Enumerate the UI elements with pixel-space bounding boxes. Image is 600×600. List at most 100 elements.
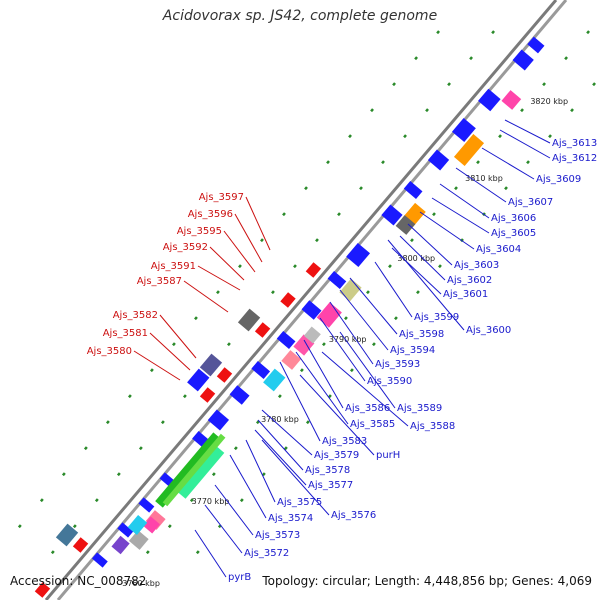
forward-gene xyxy=(512,49,534,71)
reverse-gene xyxy=(305,262,322,278)
label-leader-line xyxy=(321,351,409,427)
tick-dot xyxy=(436,30,441,35)
label-leader-line xyxy=(299,374,375,456)
map-title: Acidovorax sp. JS42, complete genome xyxy=(162,8,438,24)
label-leader-line xyxy=(319,317,366,382)
reverse-gene xyxy=(216,367,233,383)
feature-block xyxy=(303,326,321,344)
forward-gene xyxy=(117,522,134,538)
label-leader-line xyxy=(303,339,344,409)
feature-block-left xyxy=(55,523,79,547)
label-leader-line xyxy=(133,350,181,381)
forward-gene xyxy=(403,181,423,199)
label-leader-line xyxy=(339,289,389,351)
gene-label: Ajs_3585 xyxy=(350,419,395,430)
tick-dot xyxy=(432,212,436,217)
label-leader-line xyxy=(204,504,243,554)
tick-dot xyxy=(105,420,110,425)
gene-cluster-green xyxy=(155,432,221,508)
tick-dot xyxy=(293,264,297,269)
tick-dot xyxy=(94,498,99,503)
kbp-tick-label: 3760 kbp xyxy=(122,579,160,588)
label-leader-line xyxy=(499,129,551,159)
gene-label: Ajs_3590 xyxy=(367,376,412,387)
gene-label: Ajs_3576 xyxy=(331,510,376,521)
label-leader-line xyxy=(399,235,446,281)
label-leader-line xyxy=(407,223,453,266)
tick-dot xyxy=(322,342,326,347)
tick-dot xyxy=(138,446,143,451)
tick-dot xyxy=(359,186,363,191)
tick-dot xyxy=(216,290,220,295)
tick-dot xyxy=(182,394,187,399)
label-leader-line xyxy=(223,230,256,273)
feature-block xyxy=(127,515,148,535)
gene-label: Ajs_3573 xyxy=(255,530,300,541)
tick-dot xyxy=(189,498,194,503)
gene-label: Ajs_3596 xyxy=(188,209,233,220)
tick-dot xyxy=(61,472,66,477)
tick-dot xyxy=(305,420,310,425)
tick-dot xyxy=(194,316,198,321)
label-leader-line xyxy=(339,331,396,409)
gene-label: Ajs_3581 xyxy=(103,328,148,339)
label-leader-line xyxy=(261,439,330,516)
tick-dot xyxy=(460,238,464,243)
kbp-tick-label: 3780 kbp xyxy=(261,415,299,424)
gene-label: Ajs_3577 xyxy=(308,480,353,491)
feature-block-left xyxy=(187,368,210,392)
tick-dot xyxy=(414,56,419,61)
forward-gene xyxy=(478,88,501,112)
gene-label: Ajs_3607 xyxy=(508,197,553,208)
tick-dot xyxy=(72,524,77,529)
label-leader-line xyxy=(349,277,398,335)
tick-dot xyxy=(283,446,288,451)
feature-block xyxy=(263,368,286,392)
tick-dot xyxy=(116,472,121,477)
tick-dot xyxy=(277,394,282,399)
gene-label: Ajs_3609 xyxy=(536,174,581,185)
tick-dot xyxy=(127,394,132,399)
label-leader-line xyxy=(261,409,313,456)
tick-dot xyxy=(260,238,264,243)
gene-label: Ajs_3597 xyxy=(199,192,244,203)
gene-label: Ajs_3602 xyxy=(447,275,492,286)
tick-dot xyxy=(50,550,55,555)
tick-dot xyxy=(344,316,348,321)
gene-label: Ajs_3588 xyxy=(410,421,455,432)
tick-dot xyxy=(227,342,231,347)
gene-label: Ajs_3595 xyxy=(177,226,222,237)
gene-label: Ajs_3583 xyxy=(322,436,367,447)
tick-dot xyxy=(394,316,398,321)
forward-gene xyxy=(452,117,476,143)
forward-gene xyxy=(91,552,108,568)
reverse-gene xyxy=(199,387,216,403)
tick-dot xyxy=(586,30,591,35)
feature-block xyxy=(111,535,130,555)
tick-dot xyxy=(416,290,420,295)
tick-dot xyxy=(438,264,442,269)
forward-gene xyxy=(301,300,322,320)
tick-dot xyxy=(350,368,354,373)
label-leader-line xyxy=(387,239,465,331)
gene-label: Ajs_3572 xyxy=(244,548,289,559)
tick-dot xyxy=(39,498,44,503)
tick-dot xyxy=(300,368,304,373)
forward-gene xyxy=(207,409,230,431)
kbp-tick-label: 3800 kbp xyxy=(397,254,435,263)
tick-dot xyxy=(388,264,392,269)
tick-dot xyxy=(233,446,238,451)
forward-gene xyxy=(251,361,271,379)
tick-dot xyxy=(282,212,286,217)
reverse-gene xyxy=(34,582,51,598)
gene-label: Ajs_3598 xyxy=(399,329,444,340)
tick-dot xyxy=(83,446,88,451)
tick-dot xyxy=(425,108,429,113)
label-leader-line xyxy=(209,246,245,281)
tick-dot xyxy=(476,160,480,165)
label-leader-line xyxy=(194,529,227,578)
label-leader-line xyxy=(214,484,254,536)
gene-label: Ajs_3579 xyxy=(314,450,359,461)
feature-block xyxy=(501,90,522,110)
gene-label: Ajs_3603 xyxy=(454,260,499,271)
